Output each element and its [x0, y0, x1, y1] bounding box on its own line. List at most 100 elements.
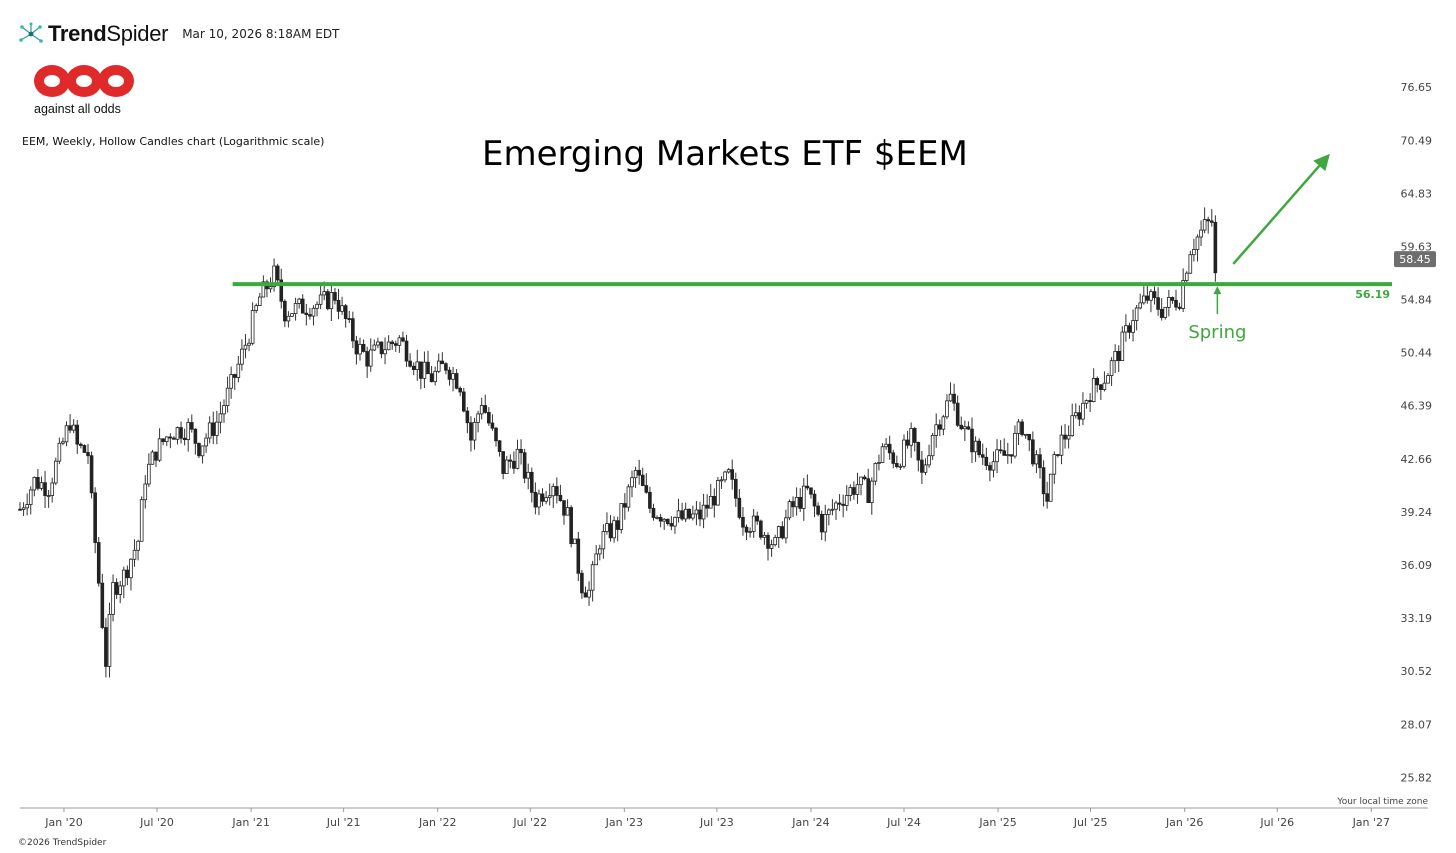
candle	[837, 494, 842, 512]
candle	[565, 499, 570, 516]
candle	[1052, 451, 1057, 484]
chart-annotations: 56.19 58.45 Spring	[232, 153, 1436, 343]
candle	[136, 539, 140, 561]
candle	[583, 586, 588, 598]
candle	[383, 337, 387, 365]
spring-annotation: Spring	[1188, 286, 1246, 343]
candle	[1091, 368, 1096, 403]
time-tick-label: Jul '20	[139, 816, 174, 829]
candle	[243, 334, 248, 359]
candle	[923, 458, 928, 476]
candle	[304, 303, 309, 326]
candle	[161, 438, 165, 446]
candle	[308, 307, 312, 320]
candle	[891, 449, 896, 469]
candle	[1170, 296, 1175, 304]
candle	[855, 472, 860, 504]
candle	[490, 414, 495, 431]
candle	[472, 417, 477, 450]
candle	[401, 331, 405, 343]
candle	[662, 517, 667, 530]
candle	[998, 440, 1003, 454]
price-tick-label: 36.09	[1401, 559, 1433, 572]
candle	[179, 421, 183, 444]
candle	[798, 488, 803, 512]
candle	[580, 570, 584, 599]
candle	[1016, 418, 1021, 446]
candle	[368, 338, 373, 372]
candle	[1167, 289, 1171, 317]
candle	[841, 494, 845, 518]
candle	[680, 502, 684, 521]
chart-title: Emerging Markets ETF $EEM	[482, 134, 968, 174]
candle	[755, 511, 760, 525]
candle	[691, 505, 695, 521]
candle	[25, 493, 29, 516]
candle	[1113, 344, 1117, 373]
candle	[991, 451, 996, 478]
candle	[848, 484, 853, 502]
candle	[411, 362, 416, 376]
chart-description: EEM, Weekly, Hollow Candles chart (Logar…	[22, 135, 325, 148]
candle	[415, 349, 420, 381]
candle	[1127, 322, 1132, 339]
candle	[28, 486, 33, 515]
candle	[762, 531, 767, 545]
candle	[912, 426, 917, 452]
price-tick-label: 39.24	[1401, 506, 1433, 519]
candle	[351, 311, 355, 349]
candle	[279, 268, 284, 309]
candle	[544, 491, 548, 505]
candle	[1174, 289, 1178, 311]
candle	[111, 574, 115, 622]
candle	[673, 516, 677, 534]
candle	[597, 544, 602, 561]
spring-annotation-label: Spring	[1188, 322, 1246, 343]
candle	[508, 454, 513, 469]
candle	[225, 376, 230, 413]
candle	[393, 340, 398, 353]
candle	[898, 463, 903, 471]
candle	[504, 455, 509, 474]
candle	[1063, 424, 1067, 449]
candle	[1099, 384, 1103, 401]
candle	[440, 352, 445, 365]
candle	[254, 303, 259, 314]
candle	[1159, 298, 1164, 321]
candle	[300, 294, 305, 314]
candle	[257, 293, 262, 307]
time-tick-label: Jan '20	[44, 816, 82, 829]
candle	[952, 383, 956, 411]
candle	[594, 545, 599, 566]
candle	[218, 401, 223, 434]
candle	[315, 301, 319, 317]
candle	[608, 515, 613, 542]
time-tick-label: Jul '24	[886, 816, 921, 829]
candle	[980, 443, 985, 466]
candle	[612, 516, 616, 543]
candle	[1081, 392, 1085, 426]
candle	[311, 305, 316, 326]
candle	[150, 449, 155, 465]
candle	[386, 335, 391, 351]
trendspider-brand[interactable]: TrendSpider	[18, 21, 169, 47]
candle	[995, 439, 999, 474]
time-tick-label: Jul '25	[1073, 816, 1108, 829]
candle	[82, 444, 87, 454]
candle	[902, 434, 906, 469]
candle	[465, 407, 470, 434]
candle	[215, 410, 219, 445]
trend-arrow	[1232, 153, 1330, 265]
candle-series	[18, 207, 1218, 678]
candle	[125, 565, 130, 586]
candle	[404, 334, 409, 367]
time-tick-label: Jan '26	[1165, 816, 1203, 829]
candle	[963, 420, 967, 441]
candle	[830, 499, 835, 516]
candle	[454, 369, 459, 390]
candle	[576, 531, 581, 582]
candle	[562, 500, 566, 525]
price-tick-label: 42.66	[1401, 453, 1433, 466]
candle	[50, 477, 55, 503]
